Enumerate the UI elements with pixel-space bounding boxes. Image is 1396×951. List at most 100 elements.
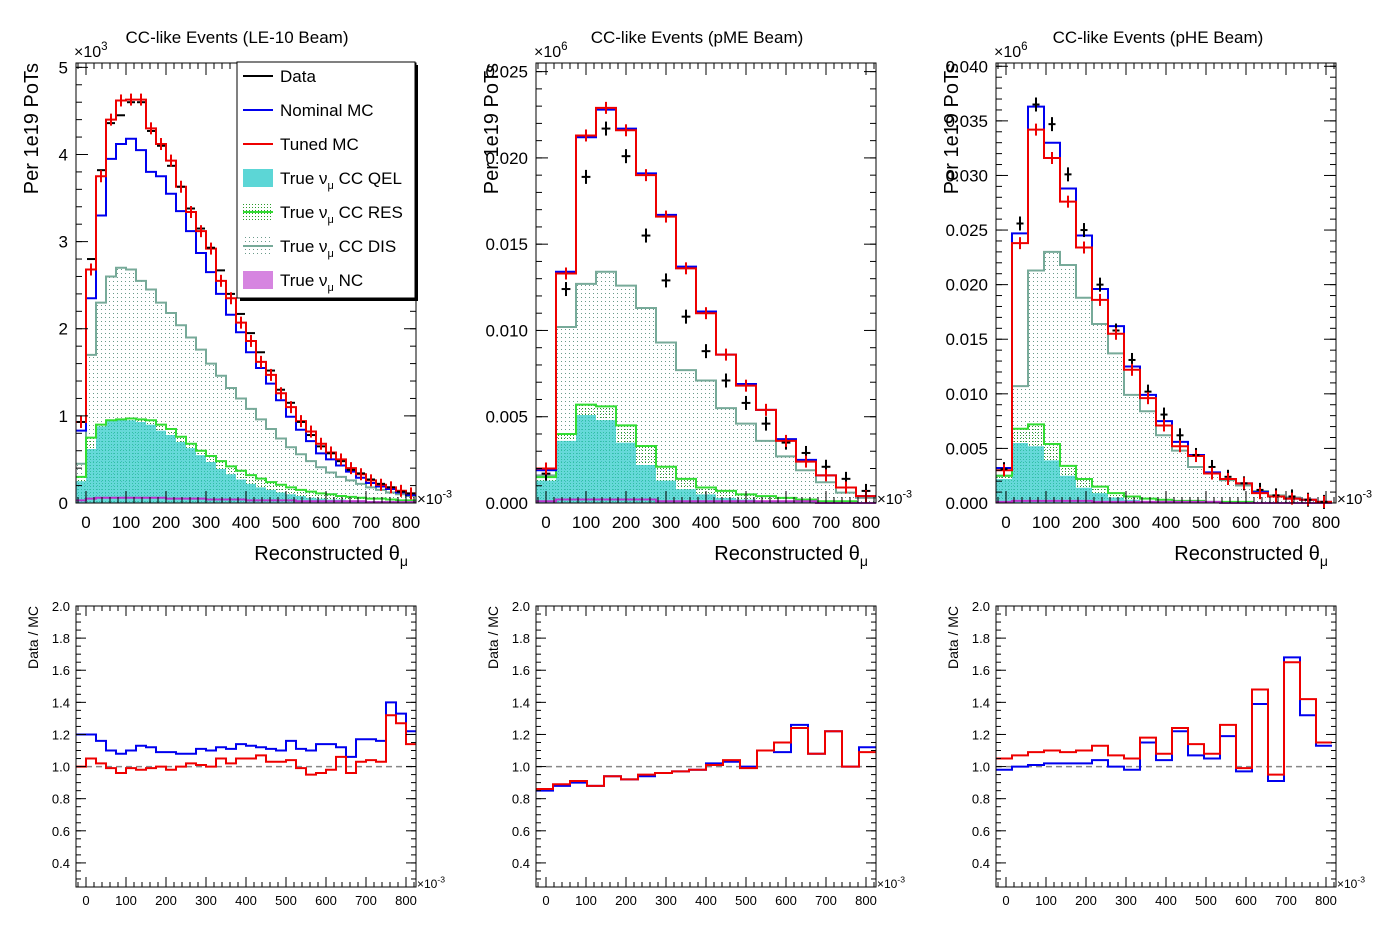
y-tick-label: 0.6 [972, 824, 990, 839]
x-tick-label: 600 [1232, 513, 1260, 532]
x-tick-label: 200 [615, 893, 637, 908]
x-exponent: ×10-3 [877, 875, 905, 891]
y-tick-label: 0.000 [485, 494, 528, 513]
ratio-y-axis-label: Data / MC [25, 606, 41, 669]
nc-line [536, 498, 876, 504]
x-axis-label: Reconstructed θμ [714, 543, 868, 569]
x-tick-label: 400 [232, 513, 260, 532]
x-tick-label: 600 [772, 513, 800, 532]
ratio-y-axis-label: Data / MC [945, 606, 961, 669]
y-tick-label: 0.4 [972, 856, 990, 871]
x-exponent: ×10-3 [877, 488, 912, 508]
x-tick-label: 800 [1315, 893, 1337, 908]
y-axis-label: Per 1e19 PoTs [481, 63, 503, 194]
x-tick-label: 100 [112, 513, 140, 532]
x-tick-label: 300 [1112, 513, 1140, 532]
x-tick-label: 500 [735, 893, 757, 908]
y-tick-label: 2.0 [512, 599, 530, 614]
legend-label: Nominal MC [280, 101, 374, 120]
ratio-tuned-line [996, 661, 1332, 776]
x-tick-label: 200 [1072, 513, 1100, 532]
ratio-y-axis-label: Data / MC [485, 606, 501, 669]
x-tick-label: 700 [352, 513, 380, 532]
x-tick-label: 100 [1032, 513, 1060, 532]
y-tick-label: 1.4 [512, 695, 530, 710]
main-plot: 0 100 200 300 400 500 600 700 800 0.000 0.005 0.010… [941, 41, 1372, 569]
legend-label: True νμ NC [280, 271, 363, 294]
x-tick-label: 0 [541, 513, 550, 532]
x-tick-label: 100 [572, 513, 600, 532]
y-tick-label: 1.8 [972, 631, 990, 646]
x-tick-label: 700 [815, 893, 837, 908]
y-tick-label: 0.040 [945, 57, 988, 76]
x-tick-label: 300 [192, 513, 220, 532]
x-tick-label: 0 [1002, 893, 1009, 908]
x-tick-label: 300 [195, 893, 217, 908]
x-tick-label: 400 [1152, 513, 1180, 532]
y-tick-label: 0.020 [485, 149, 528, 168]
ratio-nominal-line [76, 701, 416, 758]
legend-label: True νμ CC RES [280, 203, 403, 226]
y-tick-label: 1.0 [512, 760, 530, 775]
x-tick-label: 800 [395, 893, 417, 908]
x-exponent: ×10-3 [1337, 488, 1372, 508]
res-fill [996, 424, 1332, 503]
y-tick-label: 0.4 [512, 856, 530, 871]
y-tick-label: 1.2 [972, 727, 990, 742]
legend-label: Tuned MC [280, 135, 359, 154]
y-tick-label: 0.010 [485, 321, 528, 340]
nc-legend-swatch [243, 271, 273, 289]
res-line [536, 403, 876, 504]
y-tick-label: 3 [59, 233, 68, 252]
x-tick-label: 200 [612, 513, 640, 532]
x-tick-label: 200 [152, 513, 180, 532]
ratio-plot: 0 100 200 300 400 500 600 700 800 0.4 0.6 0.8 1.0 1.2… [485, 599, 905, 908]
x-exponent: ×10-3 [417, 488, 452, 508]
x-tick-label: 100 [115, 893, 137, 908]
dis-line [76, 266, 416, 498]
main-plot: 0 100 200 300 400 500 600 700 800 0 1 2 3 4 5 ×103 ×10-3… [21, 41, 452, 569]
y-tick-label: 0.8 [972, 792, 990, 807]
panel-title: CC-like Events (LE-10 Beam) [126, 28, 349, 47]
x-tick-label: 200 [1075, 893, 1097, 908]
y-tick-label: 1 [59, 407, 68, 426]
y-tick-label: 2.0 [972, 599, 990, 614]
y-tick-label: 0.030 [945, 166, 988, 185]
y-tick-label: 1.0 [52, 760, 70, 775]
res-line [76, 417, 416, 502]
x-tick-label: 300 [1115, 893, 1137, 908]
y-tick-label: 0 [59, 494, 68, 513]
x-tick-label: 800 [392, 513, 420, 532]
y-tick-label: 0.6 [52, 824, 70, 839]
ratio-tuned-line [76, 714, 416, 776]
qel-legend-swatch [243, 169, 273, 187]
y-tick-label: 4 [59, 145, 68, 164]
tuned-mc-line [76, 98, 416, 495]
y-tick-label: 2.0 [52, 599, 70, 614]
y-tick-label: 0.6 [512, 824, 530, 839]
panel-le10: CC-like Events (LE-10 Beam) 0 100 200 300 40… [21, 28, 452, 908]
x-tick-label: 500 [732, 513, 760, 532]
panel-title: CC-like Events (pHE Beam) [1053, 28, 1264, 47]
x-exponent: ×10-3 [417, 875, 445, 891]
x-tick-label: 800 [855, 893, 877, 908]
panel-pme: CC-like Events (pME Beam) 0 100 200 300 400 5… [481, 28, 912, 908]
y-tick-label: 0.000 [945, 494, 988, 513]
ratio-plot: 0 100 200 300 400 500 600 700 800 0.4 0.6 0.8 1.0 1.2… [945, 599, 1365, 908]
y-tick-label: 0.005 [485, 408, 528, 427]
y-tick-label: 1.6 [972, 663, 990, 678]
y-tick-label: 0.015 [945, 330, 988, 349]
legend-label: True νμ CC QEL [280, 169, 402, 192]
y-tick-label: 0.035 [945, 112, 988, 131]
x-tick-label: 700 [1275, 893, 1297, 908]
y-tick-label: 0.4 [52, 856, 70, 871]
x-exponent: ×10-3 [1337, 875, 1365, 891]
y-tick-label: 0.020 [945, 276, 988, 295]
x-tick-label: 800 [852, 513, 880, 532]
y-axis-label: Per 1e19 PoTs [21, 63, 43, 194]
x-tick-label: 600 [775, 893, 797, 908]
ratio-tuned-line [536, 727, 876, 791]
y-tick-label: 1.6 [52, 663, 70, 678]
x-tick-label: 500 [1192, 513, 1220, 532]
